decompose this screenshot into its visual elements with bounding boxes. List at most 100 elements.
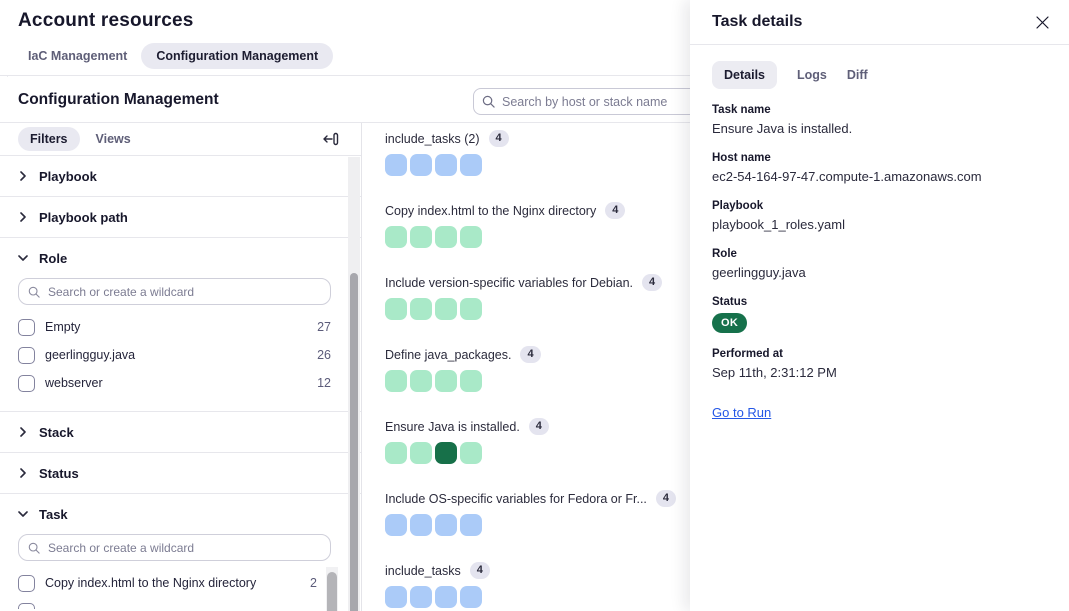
search-input[interactable] [502,94,709,109]
tab-iac-management[interactable]: IaC Management [28,49,128,63]
field-value: geerlingguy.java [712,265,806,280]
filter-section-stack-header[interactable]: Stack [18,412,343,452]
collapse-sidebar-icon[interactable] [322,131,339,147]
checkbox[interactable] [18,346,35,364]
host-task-cell-green[interactable] [460,226,482,248]
host-task-cell-green[interactable] [435,298,457,320]
host-task-cell-green[interactable] [435,226,457,248]
task-count-badge: 4 [528,418,549,435]
field-performed-at: Performed at Sep 11th, 2:31:12 PM [712,348,1047,381]
host-task-cell-blue[interactable] [410,586,432,608]
checkbox[interactable] [18,374,35,392]
host-task-cell-blue[interactable] [385,514,407,536]
task-group-label: include_tasks [385,563,461,578]
host-cells [385,298,690,320]
field-label: Playbook [712,200,764,212]
task-count-badge: 4 [642,274,663,291]
host-task-cell-green[interactable] [460,442,482,464]
host-task-cell-green[interactable] [385,370,407,392]
field-value: playbook_1_roles.yaml [712,217,845,232]
chevron-right-icon [18,468,28,478]
host-cells [385,586,690,608]
host-task-cell-green[interactable] [435,370,457,392]
host-task-cell-green[interactable] [410,226,432,248]
task-count-badge: 4 [605,202,626,219]
task-list-scrollbar-thumb[interactable] [327,572,337,611]
tab-logs[interactable]: Logs [797,68,827,82]
host-task-cell-blue[interactable] [460,514,482,536]
task-group-label: include_tasks (2) [385,131,480,146]
filter-section-status-header[interactable]: Status [18,453,343,493]
field-label: Host name [712,152,771,164]
page-title: Account resources [18,10,194,31]
host-task-cell-green[interactable] [410,370,432,392]
checkbox[interactable] [18,574,35,592]
wildcard-input[interactable] [48,540,321,555]
filter-section-task: Task Copy index.html to the Nginx direct… [0,494,361,609]
host-task-cell-green[interactable] [410,298,432,320]
role-wildcard-search[interactable] [18,278,331,305]
filter-section-role-header[interactable]: Role [18,238,343,278]
task-option-list: Copy index.html to the Nginx directory 2 [18,569,343,609]
task-wildcard-search[interactable] [18,534,331,561]
host-task-cell-blue[interactable] [385,586,407,608]
filters-sidebar: Filters Views Playbook Playbook path [0,123,362,611]
host-task-cell-green[interactable] [385,442,407,464]
section-title: Configuration Management [18,91,219,108]
option-label: Empty [45,320,81,334]
task-group-label: Include OS-specific variables for Fedora… [385,491,647,506]
host-task-cell-green[interactable] [460,370,482,392]
filter-section-playbook-path-header[interactable]: Playbook path [18,197,343,237]
go-to-run-link[interactable]: Go to Run [712,405,772,420]
tab-diff[interactable]: Diff [846,68,868,82]
host-task-cell-blue[interactable] [460,154,482,176]
filter-section-label: Role [39,250,68,266]
tab-filters[interactable]: Filters [18,127,80,151]
host-task-cell-green[interactable] [385,226,407,248]
filter-section-playbook-path: Playbook path [0,197,361,238]
filter-section-playbook-header[interactable]: Playbook [18,156,343,196]
host-task-cell-green[interactable] [460,298,482,320]
tab-details[interactable]: Details [712,61,777,89]
sidebar-scrollbar-thumb[interactable] [350,273,358,611]
host-task-cell-blue[interactable] [410,514,432,536]
task-group: Copy index.html to the Nginx directory 4 [385,202,690,248]
host-task-cell-blue[interactable] [410,154,432,176]
filter-section-task-header[interactable]: Task [18,494,343,534]
task-group: include_tasks (2) 4 [385,130,690,176]
chevron-down-icon [18,253,28,263]
host-task-cell-green[interactable] [385,298,407,320]
panel-title: Task details [712,13,803,30]
field-label: Role [712,248,737,260]
task-details-header: Task details [690,0,1069,45]
field-task-name: Task name Ensure Java is installed. [712,104,1047,137]
host-stack-search[interactable] [473,88,718,115]
host-task-cell-blue[interactable] [435,586,457,608]
host-task-cell-dark-green[interactable] [435,442,457,464]
task-list-scrollbar-track[interactable] [326,567,338,611]
host-task-cell-blue[interactable] [435,154,457,176]
host-task-cell-blue[interactable] [460,586,482,608]
close-icon[interactable] [1032,12,1053,33]
option-label: webserver [45,376,103,390]
checkbox[interactable] [18,603,35,609]
wildcard-input[interactable] [48,284,321,299]
filter-section-playbook: Playbook [0,156,361,197]
search-icon [28,286,40,298]
sidebar-scrollbar-track[interactable] [348,157,360,611]
option-count: 12 [317,376,331,390]
host-task-cell-green[interactable] [410,442,432,464]
host-task-cell-blue[interactable] [435,514,457,536]
host-task-cell-blue[interactable] [385,154,407,176]
chevron-right-icon [18,427,28,437]
task-group-label: Include version-specific variables for D… [385,275,634,290]
task-group: Include version-specific variables for D… [385,274,690,320]
tab-configuration-management[interactable]: Configuration Management [141,43,334,69]
host-cells [385,514,690,536]
field-host-name: Host name ec2-54-164-97-47.compute-1.ama… [712,152,1047,185]
checkbox[interactable] [18,318,35,336]
filter-section-role: Role Empty 27 geerlingguy.java 26 [0,238,361,412]
task-group-label: Copy index.html to the Nginx directory [385,203,597,218]
tab-views[interactable]: Views [95,132,131,146]
option-label: Copy index.html to the Nginx directory [45,576,257,590]
